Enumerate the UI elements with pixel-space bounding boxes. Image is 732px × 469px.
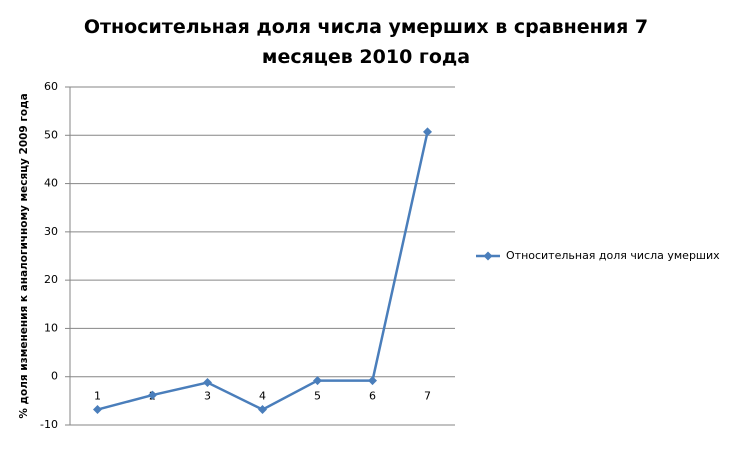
point — [368, 376, 377, 386]
point — [93, 405, 102, 415]
y-tick-label: 40 — [44, 177, 58, 190]
point — [313, 376, 322, 386]
point — [203, 378, 212, 388]
y-tick-label: -10 — [40, 418, 58, 431]
x-tick-label: 5 — [314, 390, 321, 403]
y-tick-label: 30 — [44, 225, 58, 238]
y-tick-label: 20 — [44, 273, 58, 286]
y-tick-label: 50 — [44, 128, 58, 141]
legend-marker — [483, 251, 493, 261]
point — [258, 405, 267, 415]
y-tick-label: 0 — [51, 370, 58, 383]
chart-title: Относительная доля числа умерших в сравн… — [83, 16, 649, 68]
y-axis-label: % доля изменения к аналогичному месяцу 2… — [18, 93, 30, 418]
x-tick-label: 7 — [424, 390, 431, 403]
point — [423, 127, 432, 137]
x-tick-label: 4 — [259, 390, 266, 403]
y-tick-label: 10 — [44, 321, 58, 334]
legend-label: Относительная доля числа умерших — [506, 249, 720, 262]
y-tick-label: 60 — [44, 80, 58, 93]
line — [97, 131, 429, 411]
x-tick-label: 3 — [204, 390, 211, 403]
x-tick-label: 1 — [94, 390, 101, 403]
point — [148, 390, 157, 400]
x-tick-label: 6 — [369, 390, 376, 403]
